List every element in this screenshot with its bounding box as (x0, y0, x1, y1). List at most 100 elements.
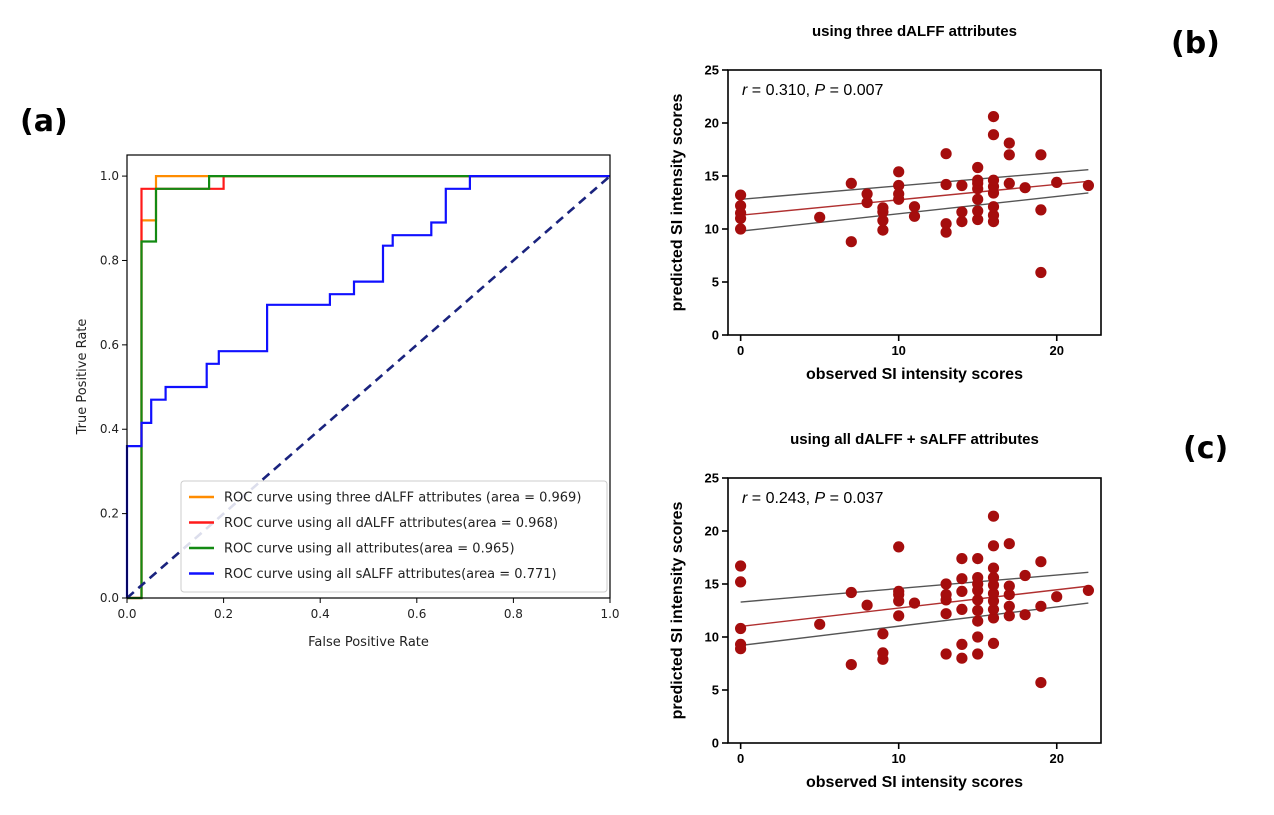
scatter-correlation-annotation: r = 0.310, P = 0.007 (742, 82, 884, 99)
roc-legend-label-0: ROC curve using three dALFF attributes (… (224, 491, 581, 506)
scatter-point (1003, 177, 1015, 189)
scatter-point (987, 572, 1000, 584)
scatter-point (735, 223, 747, 235)
scatter-point (956, 216, 968, 228)
scatter-point (972, 174, 984, 186)
scatter-point (1035, 149, 1047, 161)
scatter-point (987, 111, 1000, 123)
scatter-point (1082, 179, 1094, 192)
scatter-point (1035, 204, 1047, 216)
annotation-p-text: = 0.007 (825, 82, 883, 99)
scatter-point (1003, 149, 1015, 161)
scatter-point (956, 585, 968, 597)
scatter-point (940, 578, 952, 590)
scatter-point (1019, 569, 1031, 582)
scatter-point (735, 189, 747, 201)
scatter-point (972, 205, 984, 217)
scatter-point (987, 603, 1000, 615)
scatter-y-tick-label: 15 (705, 577, 719, 592)
scatter-point (987, 612, 1000, 624)
annotation-r-text: = 0.310, (747, 82, 814, 99)
scatter-chart-combined: using all dALFF + sALFF attributes 0 10 20 0… (669, 431, 1102, 791)
roc-y-axis-label: True Positive Rate (75, 319, 90, 436)
scatter-point (987, 174, 1000, 186)
scatter-point (956, 553, 968, 565)
scatter-point (1019, 609, 1031, 621)
scatter-x-tick-label: 20 (1050, 343, 1064, 358)
scatter-point (735, 638, 747, 650)
scatter-y-tick-label: 25 (705, 471, 719, 486)
scatter-point (987, 510, 1000, 522)
scatter-point (956, 206, 968, 218)
scatter-point (735, 622, 747, 635)
scatter-x-tick-label: 0 (737, 343, 744, 358)
scatter-point (972, 213, 984, 226)
annotation-r-label: r (742, 490, 748, 507)
roc-y-tick-label: 0.8 (100, 253, 119, 267)
scatter-point (908, 201, 921, 213)
scatter-point (987, 201, 1000, 213)
scatter-point (1082, 584, 1094, 596)
scatter-point (893, 585, 905, 597)
scatter-x-tick-label: 10 (891, 343, 905, 358)
scatter-point (735, 200, 747, 212)
roc-chart: 0.0 0.2 0.4 0.6 0.8 1.0 0.0 0.2 0.4 0.6 0.8 1.0 Fals… (75, 154, 620, 650)
scatter-point (861, 188, 873, 200)
scatter-y-tick-label: 5 (712, 683, 719, 698)
scatter-point (940, 218, 952, 230)
roc-y-tick-label: 0.0 (100, 591, 119, 605)
scatter-point (814, 618, 826, 630)
roc-legend-label-3: ROC curve using all sALFF attributes(are… (224, 567, 557, 582)
scatter-point (972, 572, 984, 584)
scatter-y-axis-label: predicted SI intensity scores (669, 501, 686, 719)
scatter-point (1003, 580, 1015, 592)
roc-y-tick-label: 0.6 (100, 338, 119, 352)
scatter-point (845, 586, 857, 599)
scatter-point (735, 576, 747, 588)
scatter-point (1003, 610, 1015, 622)
roc-x-tick-label: 0.2 (214, 607, 233, 621)
scatter-ci-lower-line (740, 602, 1089, 647)
roc-y-tick-label: 0.2 (100, 507, 119, 521)
scatter-point (814, 211, 826, 223)
scatter-y-tick-label: 10 (705, 222, 719, 237)
scatter-title: using all dALFF + sALFF attributes (790, 431, 1039, 448)
scatter-point (987, 562, 1000, 574)
scatter-point (972, 604, 984, 617)
scatter-point (1051, 591, 1063, 603)
scatter-point (861, 599, 873, 611)
panel-label-b: (b) (1171, 26, 1220, 61)
scatter-point (940, 648, 952, 660)
roc-legend-label-2: ROC curve using all attributes(area = 0.… (224, 542, 515, 557)
roc-y-tick-label: 1.0 (100, 169, 119, 183)
roc-x-tick-label: 0.6 (407, 607, 426, 621)
scatter-y-axis-label: predicted SI intensity scores (669, 93, 686, 311)
scatter-point (972, 594, 984, 606)
scatter-point (1019, 182, 1031, 194)
scatter-point (1003, 137, 1015, 149)
scatter-point (972, 631, 984, 643)
scatter-title: using three dALFF attributes (812, 23, 1017, 40)
scatter-point (1035, 556, 1047, 568)
scatter-point (877, 628, 889, 640)
scatter-point (845, 177, 857, 189)
roc-x-tick-label: 1.0 (600, 607, 619, 621)
scatter-point (956, 638, 968, 650)
roc-x-tick-label: 0.8 (504, 607, 523, 621)
scatter-point (940, 608, 952, 620)
scatter-point (972, 553, 984, 565)
scatter-x-axis-label: observed SI intensity scores (806, 366, 1023, 383)
scatter-point (877, 647, 889, 659)
scatter-point (1003, 589, 1015, 601)
scatter-point (987, 540, 1000, 552)
roc-legend-box (180, 480, 608, 593)
roc-legend-label-1: ROC curve using all dALFF attributes(are… (224, 516, 558, 531)
scatter-point (893, 166, 905, 178)
scatter-point (845, 659, 857, 671)
scatter-ci-upper-line (740, 168, 1089, 201)
scatter-point (987, 637, 1000, 649)
annotation-r-text: = 0.243, (747, 490, 814, 507)
annotation-p-label: P (815, 82, 826, 99)
scatter-y-tick-label: 0 (712, 328, 719, 343)
scatter-point (908, 597, 921, 609)
